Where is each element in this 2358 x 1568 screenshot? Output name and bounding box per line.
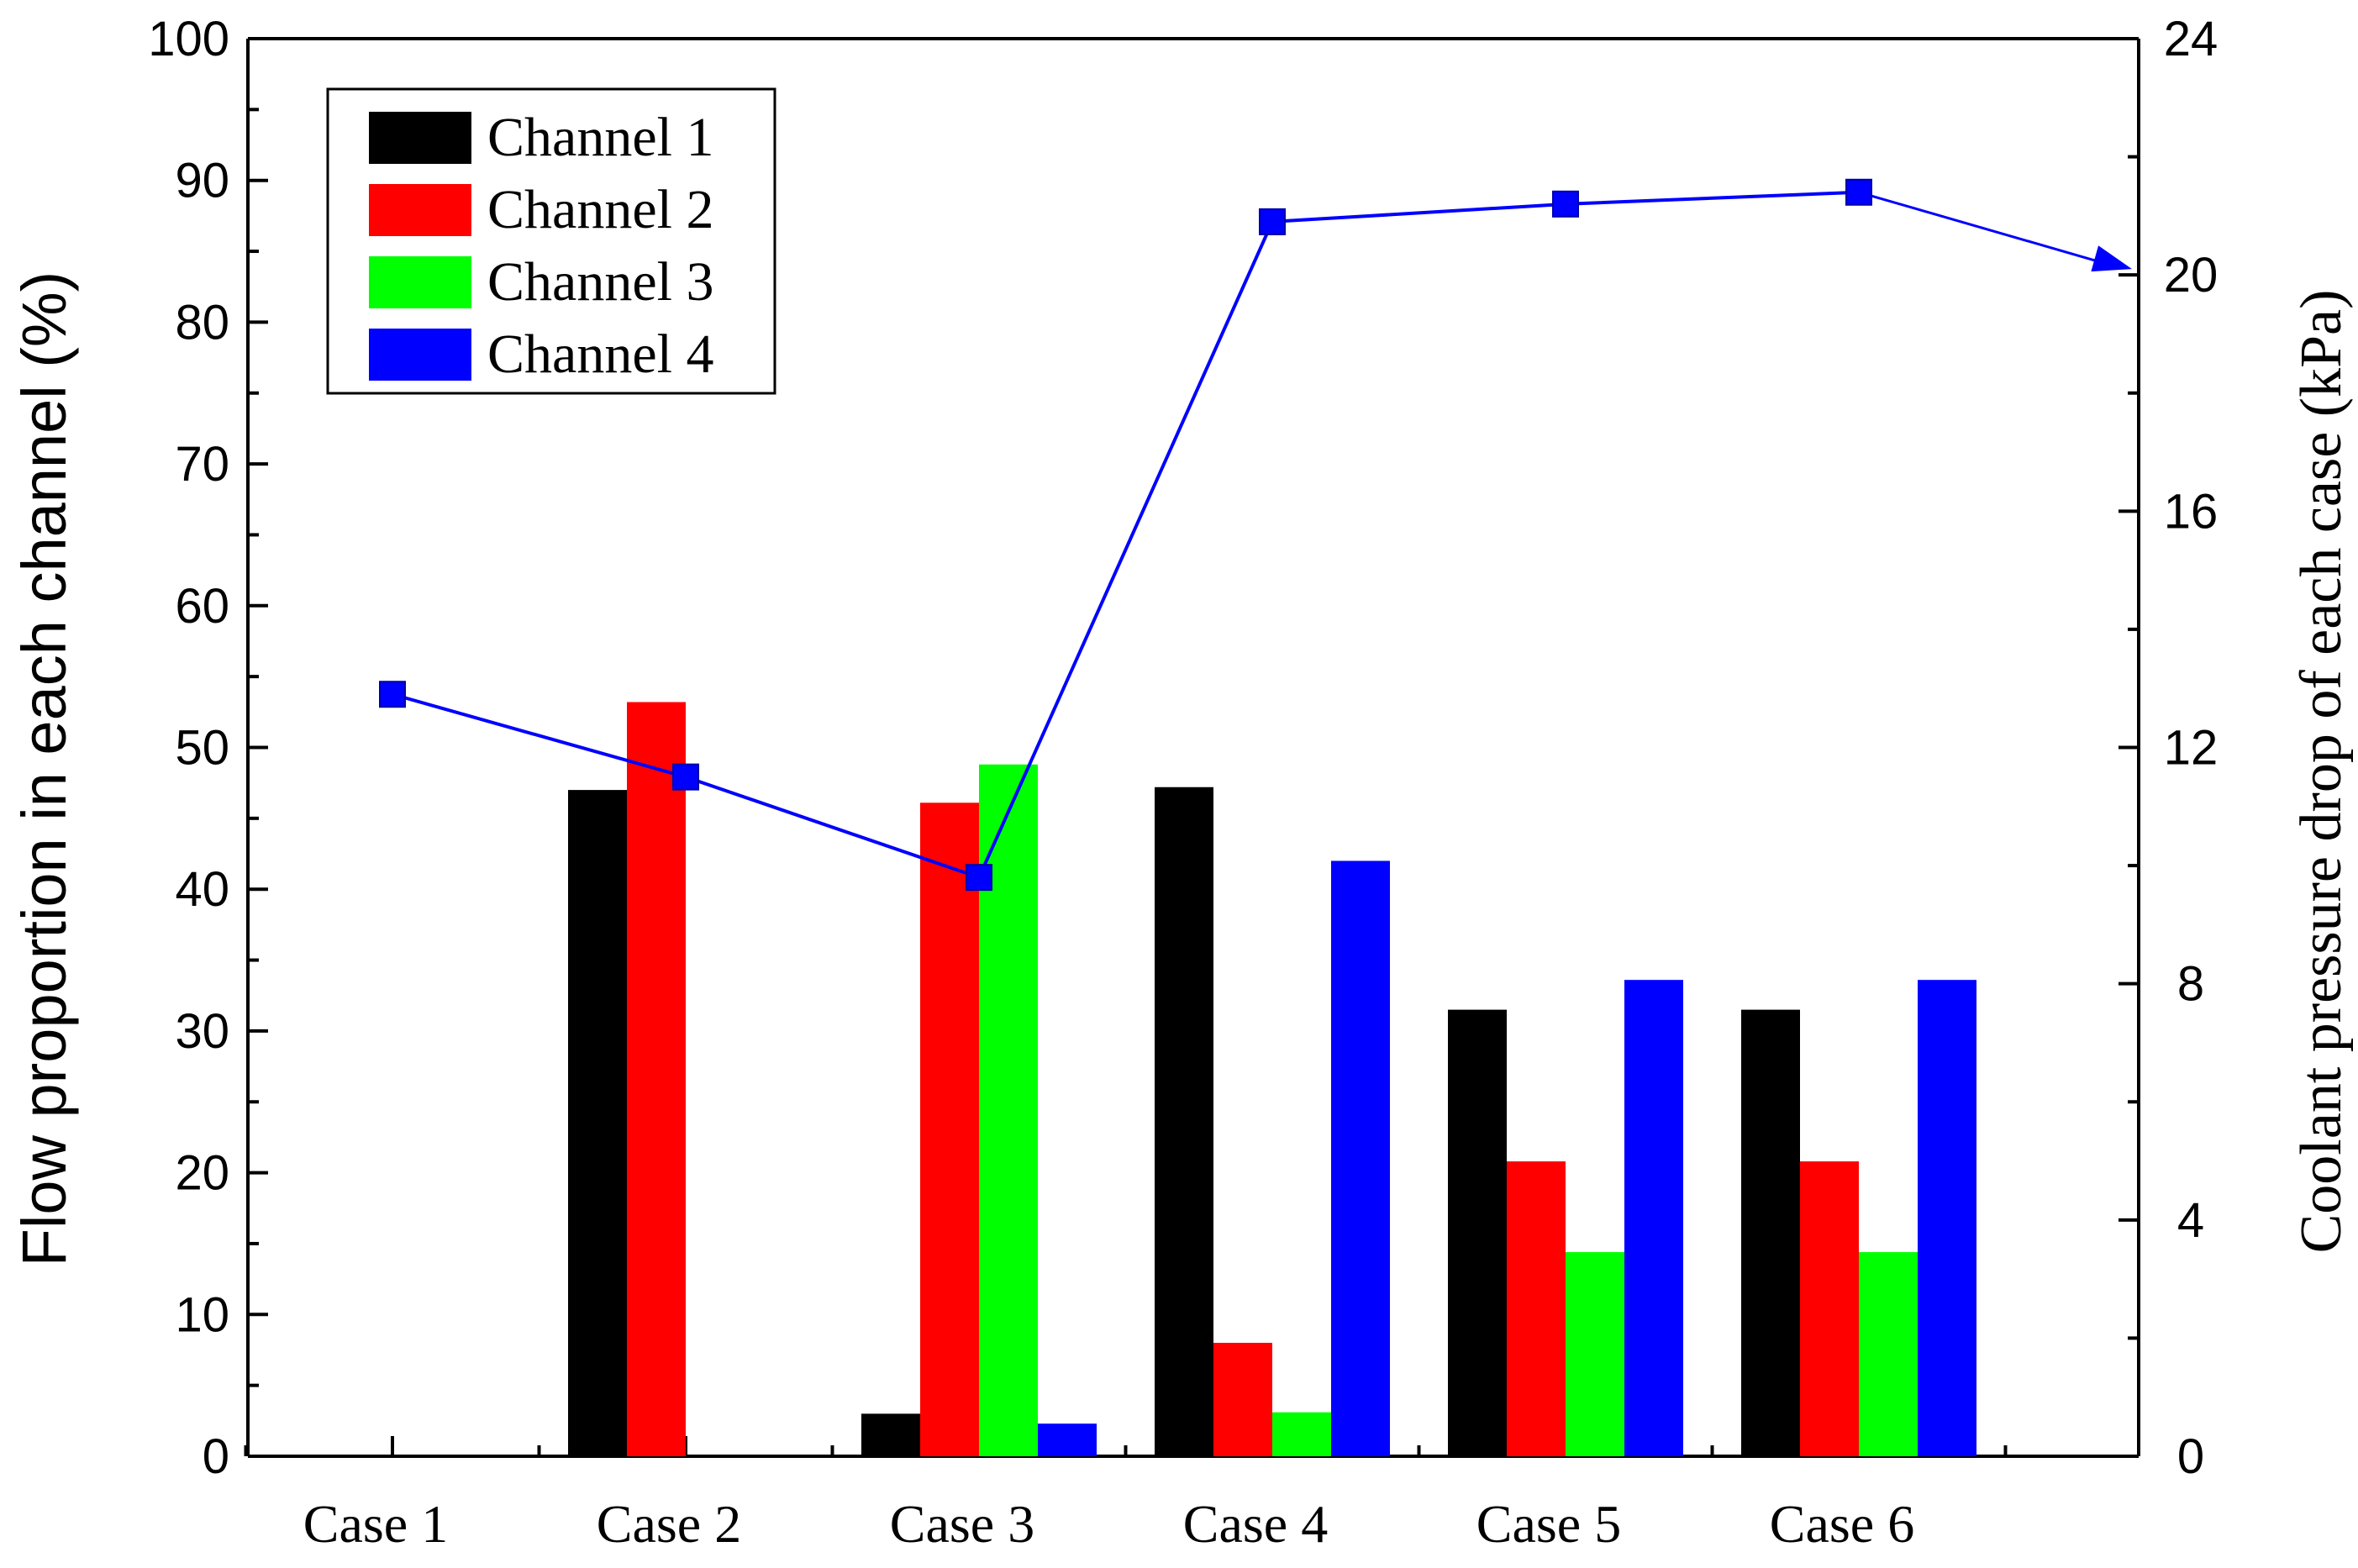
pressure-arrow-head (2091, 245, 2132, 272)
bar-channel-3-case-5 (1566, 1252, 1624, 1456)
pressure-point-case-3 (966, 864, 992, 892)
bar-channel-2-case-2 (627, 702, 686, 1456)
y-right-tick-label: 8 (2177, 957, 2204, 1012)
bar-channel-1-case-6 (1741, 1009, 1800, 1456)
bar-channel-1-case-5 (1448, 1009, 1507, 1456)
pressure-point-case-1 (379, 681, 406, 708)
y-tick-label: 60 (175, 579, 229, 634)
y-right-tick-label: 4 (2177, 1193, 2204, 1248)
y-tick-label: 0 (203, 1429, 229, 1484)
pressure-point-case-2 (672, 763, 699, 791)
pressure-point-case-5 (1552, 190, 1579, 218)
bar-channel-1-case-2 (568, 790, 627, 1456)
pressure-point-case-6 (1845, 178, 1872, 206)
legend-label-2: Channel 2 (487, 179, 713, 240)
legend-swatch-1 (369, 112, 471, 164)
bar-channel-2-case-3 (920, 802, 979, 1456)
legend-swatch-2 (369, 184, 471, 236)
y-tick-label: 10 (175, 1287, 229, 1342)
y-right-tick-label: 12 (2164, 721, 2219, 776)
bar-channel-1-case-4 (1155, 787, 1213, 1456)
y-tick-label: 20 (175, 1146, 229, 1201)
bar-channel-4-case-5 (1624, 980, 1683, 1456)
y-tick-label: 80 (175, 295, 229, 350)
plot-area: 0 10 20 30 40 50 60 70 80 90 100 0 4 8 12 16 20 24 Case 1 C… (148, 12, 2218, 1554)
y-tick-label: 90 (175, 154, 229, 208)
bar-channel-4-case-6 (1918, 980, 1976, 1456)
legend-label-4: Channel 4 (487, 324, 713, 385)
bar-channel-1-case-3 (861, 1413, 920, 1456)
bar-channel-3-case-6 (1859, 1252, 1918, 1456)
y-right-tick-label: 0 (2177, 1429, 2204, 1484)
legend: Channel 1 Channel 2 Channel 3 Channel 4 (326, 87, 776, 395)
y-tick-label: 70 (175, 437, 229, 492)
y-axis-title-left: Flow proportion in each channel (%) (9, 271, 79, 1267)
pressure-drop-line (392, 190, 1860, 880)
y-axis-title-right: Coolant pressure drop of each case (kPa) (2289, 290, 2354, 1254)
y-tick-label: 50 (175, 721, 229, 776)
x-tick-label: Case 5 (1476, 1494, 1621, 1554)
y-tick-label: 40 (175, 862, 229, 917)
bar-channel-2-case-4 (1213, 1343, 1272, 1456)
x-tick-label: Case 1 (303, 1494, 448, 1554)
pressure-point-case-4 (1259, 208, 1286, 235)
legend-swatch-3 (369, 256, 471, 308)
y-right-tick-label: 16 (2164, 484, 2219, 539)
legend-label-3: Channel 3 (487, 251, 713, 313)
y-right-tick-label: 20 (2164, 248, 2219, 303)
legend-label-1: Channel 1 (487, 107, 713, 168)
x-tick-label: Case 6 (1770, 1494, 1914, 1554)
bar-channel-2-case-6 (1800, 1161, 1859, 1456)
bar-channel-4-case-4 (1331, 860, 1390, 1456)
x-tick-label: Case 2 (597, 1494, 741, 1554)
y-tick-label: 100 (148, 12, 229, 66)
x-tick-label: Case 4 (1183, 1494, 1328, 1554)
bar-channel-4-case-3 (1038, 1423, 1097, 1456)
legend-swatch-4 (369, 329, 471, 381)
y-tick-label: 30 (175, 1004, 229, 1059)
pressure-arrow-line (1858, 191, 2099, 263)
x-tick-label: Case 3 (890, 1494, 1034, 1554)
bar-channel-3-case-4 (1272, 1412, 1331, 1456)
y-right-tick-label: 24 (2164, 12, 2219, 66)
bar-channel-2-case-5 (1507, 1161, 1566, 1456)
